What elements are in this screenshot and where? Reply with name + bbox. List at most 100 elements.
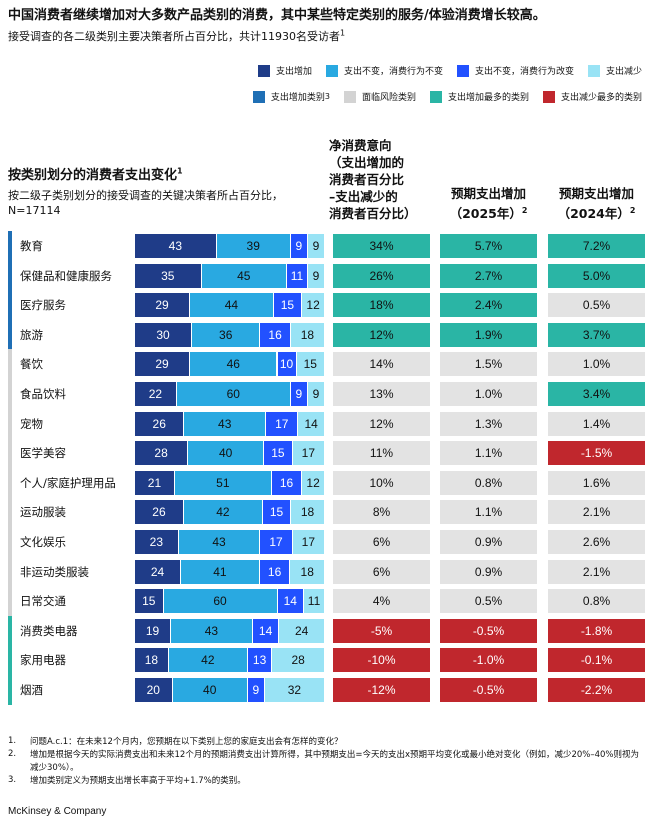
bar-label: 17 bbox=[301, 446, 316, 461]
header-line: 预期支出增加 bbox=[544, 185, 649, 202]
table-cell: -5% bbox=[333, 618, 430, 643]
bar-label: 10 bbox=[279, 357, 294, 372]
bar-segment: 43 bbox=[184, 411, 266, 436]
header-line: （支出增加的 bbox=[329, 154, 434, 171]
header-line: 净消费意向 bbox=[329, 137, 434, 154]
bar-label: 43 bbox=[218, 416, 232, 431]
legend-item: 支出减少 bbox=[587, 64, 642, 77]
bar-segment: 42 bbox=[168, 648, 247, 673]
table-cell: 0.9% bbox=[440, 530, 537, 554]
bar-segment: 13 bbox=[247, 648, 272, 673]
bar-label: 16 bbox=[279, 475, 294, 490]
legend-label: 支出增加 bbox=[275, 67, 312, 77]
bar-segment: 9 bbox=[290, 234, 307, 258]
bar-segment: 16 bbox=[259, 559, 290, 584]
subtitle-text: 接受调查的各二级类别主要决策者所占百分比，共计11930名受访者 bbox=[8, 30, 340, 43]
legend-label: 支出不变，消费行为不变 bbox=[343, 67, 443, 77]
bar-segment: 17 bbox=[292, 441, 324, 466]
stacked-bar: 29 44 15 12 bbox=[135, 293, 325, 318]
bar-label: 16 bbox=[268, 327, 282, 342]
table-cell: 5.0% bbox=[548, 263, 645, 288]
bar-segment: 15 bbox=[273, 293, 302, 318]
bar-label: 18 bbox=[300, 327, 315, 342]
bar-segment: 28 bbox=[135, 441, 188, 466]
bar-label: 44 bbox=[224, 298, 239, 313]
bar-label: 14 bbox=[258, 623, 273, 638]
bar-label: 9 bbox=[295, 387, 303, 401]
bar-segment: 15 bbox=[296, 352, 324, 377]
header-text: （2024年） bbox=[557, 206, 630, 221]
bar-segment: 43 bbox=[135, 234, 216, 258]
footnote-text: 问题A.c.1：在未来12个月内，您预期在以下类别上您的家庭支出会有怎样的变化？ bbox=[30, 737, 343, 747]
footnote-number: 1. bbox=[8, 736, 17, 746]
table-cell: 2.6% bbox=[548, 530, 645, 554]
bar-segment: 19 bbox=[135, 618, 171, 643]
footnote-number: 2. bbox=[8, 749, 17, 759]
bar-label: 9 bbox=[312, 387, 320, 401]
stacked-bar: 30 36 16 18 bbox=[135, 322, 325, 347]
bar-segment: 40 bbox=[188, 441, 264, 466]
bar-segment: 22 bbox=[135, 382, 176, 406]
group-stripe bbox=[8, 290, 12, 320]
category-label: 运动服装 bbox=[20, 505, 66, 520]
bar-segment: 29 bbox=[135, 293, 190, 318]
bar-segment: 42 bbox=[183, 500, 262, 525]
table-cell: -0.5% bbox=[440, 678, 537, 702]
bar-label: 9 bbox=[312, 239, 320, 253]
bar-segment: 18 bbox=[135, 648, 168, 673]
bar-label: 9 bbox=[312, 268, 320, 283]
group-stripe bbox=[8, 586, 12, 616]
group-stripe bbox=[8, 260, 12, 291]
footnote-text: 增加是根据今天的实际消费支出和未来12个月的预期消费支出计算所得，其中预期支出=… bbox=[30, 750, 640, 773]
table-cell: -10% bbox=[333, 648, 430, 673]
header-text: 净消费意向 bbox=[329, 138, 392, 153]
bar-segment: 43 bbox=[171, 618, 252, 643]
title: 中国消费者继续增加对大多数产品类别的消费，其中某些特定类别的服务/体验消费增长较… bbox=[8, 8, 546, 23]
bar-label: 13 bbox=[252, 653, 267, 668]
legend-swatch bbox=[252, 90, 265, 103]
chart-title-sup: 1 bbox=[177, 166, 183, 176]
table-cell: 1.1% bbox=[440, 441, 537, 466]
bar-label: 22 bbox=[148, 387, 163, 401]
bar-label: 40 bbox=[203, 683, 217, 697]
table-cell: 10% bbox=[333, 470, 430, 495]
bar-label: 26 bbox=[152, 416, 166, 431]
chart-title-text: 按类别划分的消费者支出变化 bbox=[8, 168, 178, 183]
category-label: 教育 bbox=[20, 239, 43, 253]
group-stripe bbox=[8, 379, 12, 409]
column-header: 净消费意向 （支出增加的 消费者百分比 –支出减少的 消费者百分比） bbox=[329, 137, 434, 222]
category-label: 旅游 bbox=[20, 327, 43, 342]
stacked-bar: 21 51 16 12 bbox=[135, 470, 325, 495]
bar-label: 29 bbox=[155, 357, 169, 372]
table-cell: -2.2% bbox=[548, 678, 645, 702]
bar-label: 60 bbox=[226, 387, 240, 401]
bar-segment: 9 bbox=[290, 382, 307, 406]
category-label: 家用电器 bbox=[20, 653, 66, 668]
bar-label: 32 bbox=[287, 683, 302, 697]
bar-segment: 9 bbox=[247, 678, 264, 702]
bar-label: 42 bbox=[216, 505, 230, 520]
stacked-bar: 28 40 15 17 bbox=[135, 441, 325, 466]
table-cell: -1.5% bbox=[548, 441, 645, 466]
category-label: 文化娱乐 bbox=[20, 535, 66, 549]
legend-label: 支出不变，消费行为改变 bbox=[474, 67, 574, 77]
header-sup: 2 bbox=[629, 205, 636, 215]
header-line: 消费者百分比 bbox=[329, 171, 434, 188]
stacked-bar: 20 40 9 32 bbox=[135, 678, 325, 702]
table-cell: 3.7% bbox=[548, 322, 645, 347]
bar-label: 11 bbox=[290, 268, 304, 283]
bar-segment: 14 bbox=[298, 411, 324, 436]
bar-segment: 51 bbox=[174, 470, 271, 495]
bar-segment: 18 bbox=[290, 322, 324, 347]
bar-segment: 14 bbox=[277, 589, 304, 614]
bar-label: 17 bbox=[275, 416, 289, 431]
table-cell: 1.6% bbox=[548, 470, 645, 495]
subtitle-sup: 1 bbox=[340, 28, 346, 38]
bar-label: 28 bbox=[154, 446, 168, 461]
bar-label: 16 bbox=[267, 564, 282, 579]
bar-segment: 9 bbox=[307, 234, 324, 258]
legend-item: 支出不变，消费行为改变 bbox=[456, 64, 574, 77]
bar-segment: 40 bbox=[172, 678, 247, 702]
category-label: 宠物 bbox=[20, 416, 43, 431]
